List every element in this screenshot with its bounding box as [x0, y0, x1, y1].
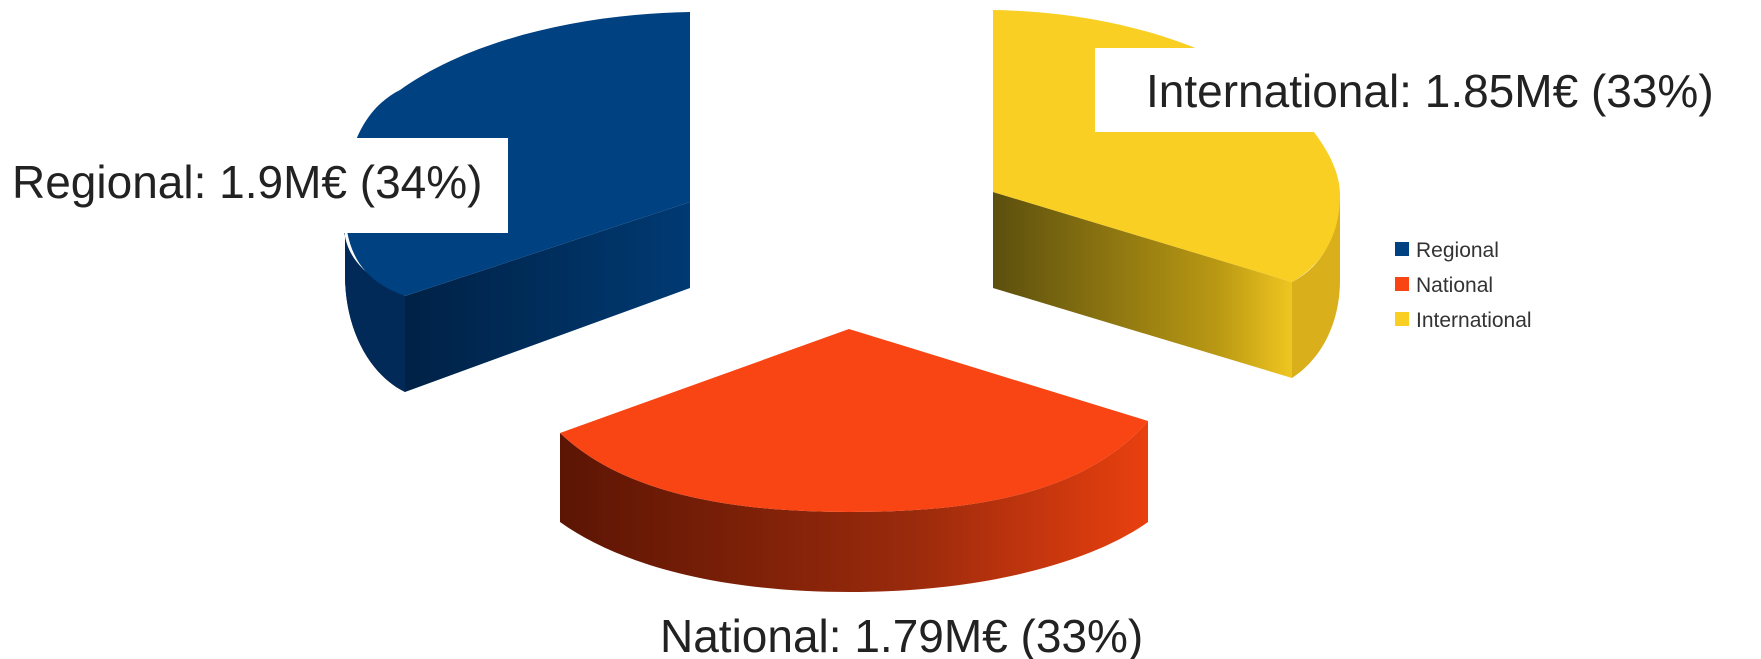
legend-label-national: National	[1416, 274, 1493, 297]
legend-swatch-national	[1395, 277, 1409, 291]
slice-national	[560, 329, 1148, 592]
label-box-regional	[0, 138, 508, 233]
legend-label-regional: Regional	[1416, 239, 1499, 262]
slice-international-side	[993, 192, 1292, 378]
data-label-national: National: 1.79M€ (33%)	[660, 610, 1143, 659]
legend-swatch-regional	[1395, 242, 1409, 256]
slice-international-side-right	[1292, 190, 1340, 378]
legend-label-international: International	[1416, 309, 1532, 332]
label-box-national	[640, 592, 1180, 659]
legend: Regional National International	[1395, 239, 1532, 332]
slice-national-side	[560, 421, 1148, 592]
slice-national-top	[560, 329, 1148, 512]
slice-regional-side	[345, 202, 690, 392]
legend-swatch-international	[1395, 312, 1409, 326]
label-box-international	[1095, 48, 1761, 132]
slice-regional-side-left	[343, 200, 405, 392]
data-label-regional: Regional: 1.9M€ (34%)	[12, 156, 482, 208]
data-label-international: International: 1.85M€ (33%)	[1146, 65, 1714, 117]
